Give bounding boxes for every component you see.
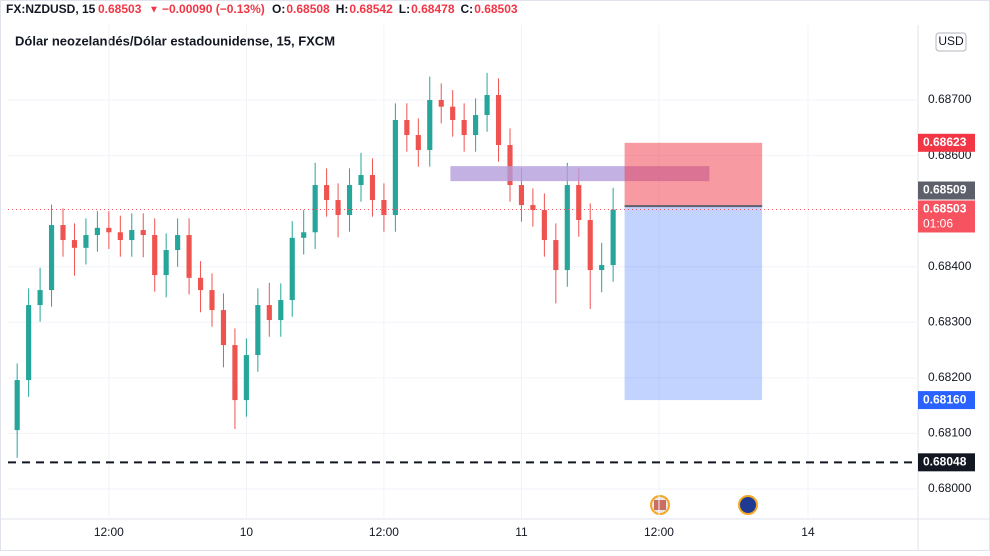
last: 0.68503 [98, 2, 142, 16]
candle-body [427, 100, 433, 151]
candle-body [541, 210, 547, 241]
candle-body [289, 237, 295, 301]
candle-body [243, 355, 249, 401]
y-tick-label: 0.68300 [928, 314, 972, 328]
candle-body [404, 120, 410, 136]
candle-body [163, 250, 169, 276]
candle-body [83, 235, 89, 248]
x-tick-label: 10 [240, 525, 254, 539]
candle-body [564, 185, 570, 271]
candle-body [392, 120, 398, 216]
candle-body [507, 145, 513, 186]
ohlc-key: L: [399, 2, 410, 16]
candle-body [266, 305, 272, 321]
candle-body [438, 100, 444, 107]
ohlc-value: 0.68542 [349, 2, 393, 16]
ohlc-value: 0.68478 [411, 2, 455, 16]
arrow: ▼ [149, 5, 159, 16]
candle-body [220, 310, 227, 346]
candle-body [450, 106, 456, 121]
change: −0.00090 (−0.13%) [162, 2, 265, 16]
x-tick-label: 14 [801, 525, 815, 539]
candle-body [610, 209, 616, 266]
event-icons[interactable] [650, 495, 758, 515]
price-label [918, 453, 975, 472]
candle-body [518, 185, 525, 206]
chart-title: Dólar neozelandés/Dólar estadounidense, … [15, 33, 335, 48]
candle-body [14, 380, 20, 431]
candle-body [461, 120, 467, 136]
candle-body [473, 115, 479, 136]
header: FX:NZDUSD, 15 0.68503 ▼ −0.00090 (−0.13%… [6, 2, 518, 16]
candle-body [186, 235, 192, 278]
currency-box[interactable] [935, 32, 967, 52]
candle-body [152, 235, 158, 276]
candle-body [48, 225, 55, 291]
price-label-text: 0.68503 [923, 202, 967, 216]
currency[interactable]: USD [938, 34, 964, 48]
y-tick-label: 0.68200 [928, 370, 972, 384]
candle-body [484, 95, 490, 116]
price-label-text: 0.68509 [923, 183, 967, 197]
candle-body [301, 232, 307, 238]
candle-body [346, 185, 353, 216]
candle-body [553, 240, 559, 271]
candle-body [37, 290, 43, 306]
candle-body [369, 175, 376, 201]
candle-body [129, 230, 135, 241]
candle-body [312, 185, 318, 233]
candle-body [599, 265, 605, 271]
y-tick-label: 0.68700 [928, 92, 972, 106]
candle-body [587, 220, 593, 271]
candle-body [530, 205, 536, 211]
candle-body [117, 232, 123, 241]
price-label-text: 0.68623 [923, 135, 967, 149]
candle-body [278, 300, 284, 321]
candle-body [358, 175, 364, 186]
x-tick-label: 12:00 [369, 525, 399, 539]
candle-body [232, 345, 238, 401]
x-tick-label: 11 [515, 525, 528, 539]
x-tick-label: 12:00 [644, 525, 674, 539]
y-tick-label: 0.68000 [928, 481, 972, 495]
plot [8, 25, 918, 519]
candle-body [381, 200, 387, 216]
candle-body [255, 305, 261, 356]
ohlc-key: C: [461, 2, 474, 16]
candle-body [197, 277, 204, 291]
x-tick-label: 12:00 [94, 525, 124, 539]
candle-body [94, 227, 100, 236]
ohlc-value: 0.68508 [286, 2, 330, 16]
candle-body [324, 185, 330, 201]
candle-body [106, 227, 112, 233]
price-label-text: 0.68048 [923, 454, 967, 468]
candle-body [175, 235, 181, 251]
candle-body [415, 135, 421, 151]
price-label [918, 200, 975, 233]
candle-body [71, 240, 78, 248]
candle-body [576, 185, 582, 221]
price-label [918, 133, 975, 152]
candle-body [209, 290, 215, 311]
candle-body [26, 305, 32, 381]
ohlc-key: O: [272, 2, 285, 16]
ohlc-key: H: [336, 2, 349, 16]
price-label [918, 181, 975, 200]
stop-zone [624, 142, 763, 207]
ohlc-value: 0.68503 [474, 2, 518, 16]
price-label-text: 0.68160 [923, 392, 967, 406]
y-tick-label: 0.68100 [928, 426, 972, 440]
price-label [918, 391, 975, 410]
candle-body [140, 230, 146, 236]
candle-body [60, 225, 66, 241]
symbol: FX:NZDUSD, 15 [6, 2, 96, 16]
target-zone [624, 206, 763, 401]
y-tick-label: 0.68400 [928, 259, 972, 273]
candle-body [335, 200, 341, 216]
candle-body [495, 95, 502, 146]
countdown: 01:06 [923, 217, 953, 231]
